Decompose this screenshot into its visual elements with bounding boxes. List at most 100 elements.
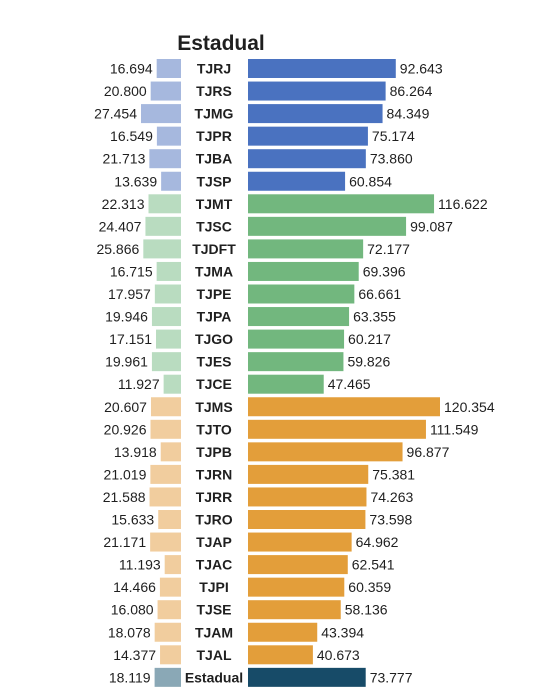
bar-left-tjpi	[159, 577, 181, 597]
value-label-left-tjpa: 19.946	[105, 309, 148, 325]
bar-right-tjam	[248, 622, 318, 642]
value-label-left-tjpb: 13.918	[114, 444, 157, 460]
category-label-tjes: TJES	[196, 354, 231, 370]
value-label-left-tjpi: 14.466	[113, 579, 156, 595]
value-label-right-tjsc: 99.087	[410, 218, 453, 234]
bar-left-tjrj	[156, 59, 181, 78]
category-label-tjro: TJRO	[195, 512, 232, 528]
bar-right-tjes	[248, 352, 344, 372]
category-label-tjmt: TJMT	[196, 196, 233, 212]
category-label-tjap: TJAP	[196, 534, 232, 550]
category-label-tjse: TJSE	[196, 602, 231, 618]
bar-right-tjse	[248, 600, 341, 620]
value-label-left-tjms: 20.607	[104, 399, 147, 415]
category-label-tjma: TJMA	[195, 263, 233, 279]
bar-left-tjpr	[156, 126, 181, 146]
value-label-right-tjrj: 92.643	[400, 61, 443, 77]
value-label-left-tjrj: 16.694	[110, 61, 153, 77]
bar-left-tjmg	[141, 104, 181, 124]
bar-left-tjrr	[149, 487, 181, 507]
bar-right-tjap	[248, 532, 352, 552]
category-label-tjrn: TJRN	[196, 466, 233, 482]
value-label-right-tjmt: 116.622	[438, 196, 488, 212]
bar-left-tjsp	[161, 171, 181, 191]
bar-left-tjal	[160, 645, 181, 665]
category-label-tjsp: TJSP	[196, 173, 231, 189]
bar-right-tjsc	[248, 216, 407, 236]
bar-right-tjba	[248, 149, 366, 169]
bar-right-tjrj	[248, 59, 396, 78]
value-label-right-tjpa: 63.355	[353, 309, 396, 325]
value-label-left-tjse: 16.080	[111, 602, 154, 618]
bar-right-tjrn	[248, 464, 369, 484]
bar-right-tjrs	[248, 81, 386, 101]
bar-left-tjam	[154, 622, 181, 642]
bar-left-tjpb	[160, 442, 181, 462]
bar-left-tjes	[151, 352, 181, 372]
bar-right-tjpr	[248, 126, 368, 146]
value-label-right-tjpe: 66.661	[358, 286, 401, 302]
value-label-left-tjal: 14.377	[113, 647, 156, 663]
bar-left-tjac	[164, 555, 181, 575]
category-label-tjal: TJAL	[197, 647, 232, 663]
value-label-left-tjro: 15.633	[111, 512, 154, 528]
value-label-right-tjac: 62.541	[352, 557, 395, 573]
value-label-left-tjsp: 13.639	[114, 173, 157, 189]
value-label-right-tjes: 59.826	[347, 354, 390, 370]
bar-left-tjms	[150, 397, 181, 417]
bar-left-tjba	[149, 149, 181, 169]
bar-right-tjms	[248, 397, 440, 417]
value-label-right-tjrn: 75.381	[372, 466, 415, 482]
category-label-tjsc: TJSC	[196, 218, 232, 234]
bar-right-tjdft	[248, 239, 364, 259]
value-label-left-tjce: 11.927	[118, 376, 160, 392]
value-label-left-tjdft: 25.866	[96, 241, 139, 257]
value-label-left-tjpe: 17.957	[108, 286, 151, 302]
value-label-left-tjma: 16.715	[110, 263, 153, 279]
value-label-left-tjpr: 16.549	[110, 128, 153, 144]
bar-left-tjma	[156, 261, 181, 281]
value-label-right-tjse: 58.136	[345, 602, 388, 618]
value-label-left-tjam: 18.078	[108, 624, 151, 640]
category-label-tjmg: TJMG	[195, 106, 234, 122]
bar-right-tjmg	[248, 104, 383, 124]
value-label-right-estadual: 73.777	[370, 669, 413, 685]
category-label-tjto: TJTO	[196, 421, 232, 437]
bar-right-estadual	[248, 667, 366, 687]
bar-right-tjrr	[248, 487, 367, 507]
category-label-tjba: TJBA	[196, 151, 233, 167]
value-label-right-tjmg: 84.349	[387, 106, 430, 122]
value-label-right-tjro: 73.598	[369, 512, 412, 528]
value-label-left-tjap: 21.171	[103, 534, 146, 550]
value-label-right-tjms: 120.354	[444, 399, 495, 415]
value-label-right-tjce: 47.465	[328, 376, 371, 392]
value-label-left-tjgo: 17.151	[109, 331, 152, 347]
bar-left-tjdft	[143, 239, 181, 259]
value-label-right-tjma: 69.396	[363, 263, 406, 279]
bar-left-tjpa	[151, 307, 181, 327]
bar-left-tjse	[157, 600, 181, 620]
category-label-tjac: TJAC	[196, 557, 233, 573]
category-label-tjce: TJCE	[196, 376, 232, 392]
value-label-right-tjrr: 74.263	[370, 489, 413, 505]
value-label-left-tjes: 19.961	[105, 354, 148, 370]
value-label-right-tjto: 111.549	[430, 421, 479, 437]
bar-left-tjce	[163, 374, 181, 394]
category-label-tjgo: TJGO	[195, 331, 233, 347]
bar-right-tjal	[248, 645, 313, 665]
value-label-left-tjmt: 22.313	[102, 196, 145, 212]
value-label-left-tjto: 20.926	[104, 421, 147, 437]
bar-left-tjrn	[150, 464, 181, 484]
bar-left-tjsc	[145, 216, 181, 236]
bar-right-tjto	[248, 419, 426, 439]
bar-left-tjro	[158, 510, 181, 529]
bar-right-tjmt	[248, 194, 435, 214]
category-label-estadual: Estadual	[185, 669, 243, 685]
value-label-left-estadual: 18.119	[109, 669, 151, 685]
value-label-left-tjsc: 24.407	[99, 218, 142, 234]
bar-right-tjpb	[248, 442, 403, 462]
bar-right-tjce	[248, 374, 324, 394]
category-label-tjpr: TJPR	[196, 128, 232, 144]
value-label-left-tjac: 11.193	[119, 557, 161, 573]
